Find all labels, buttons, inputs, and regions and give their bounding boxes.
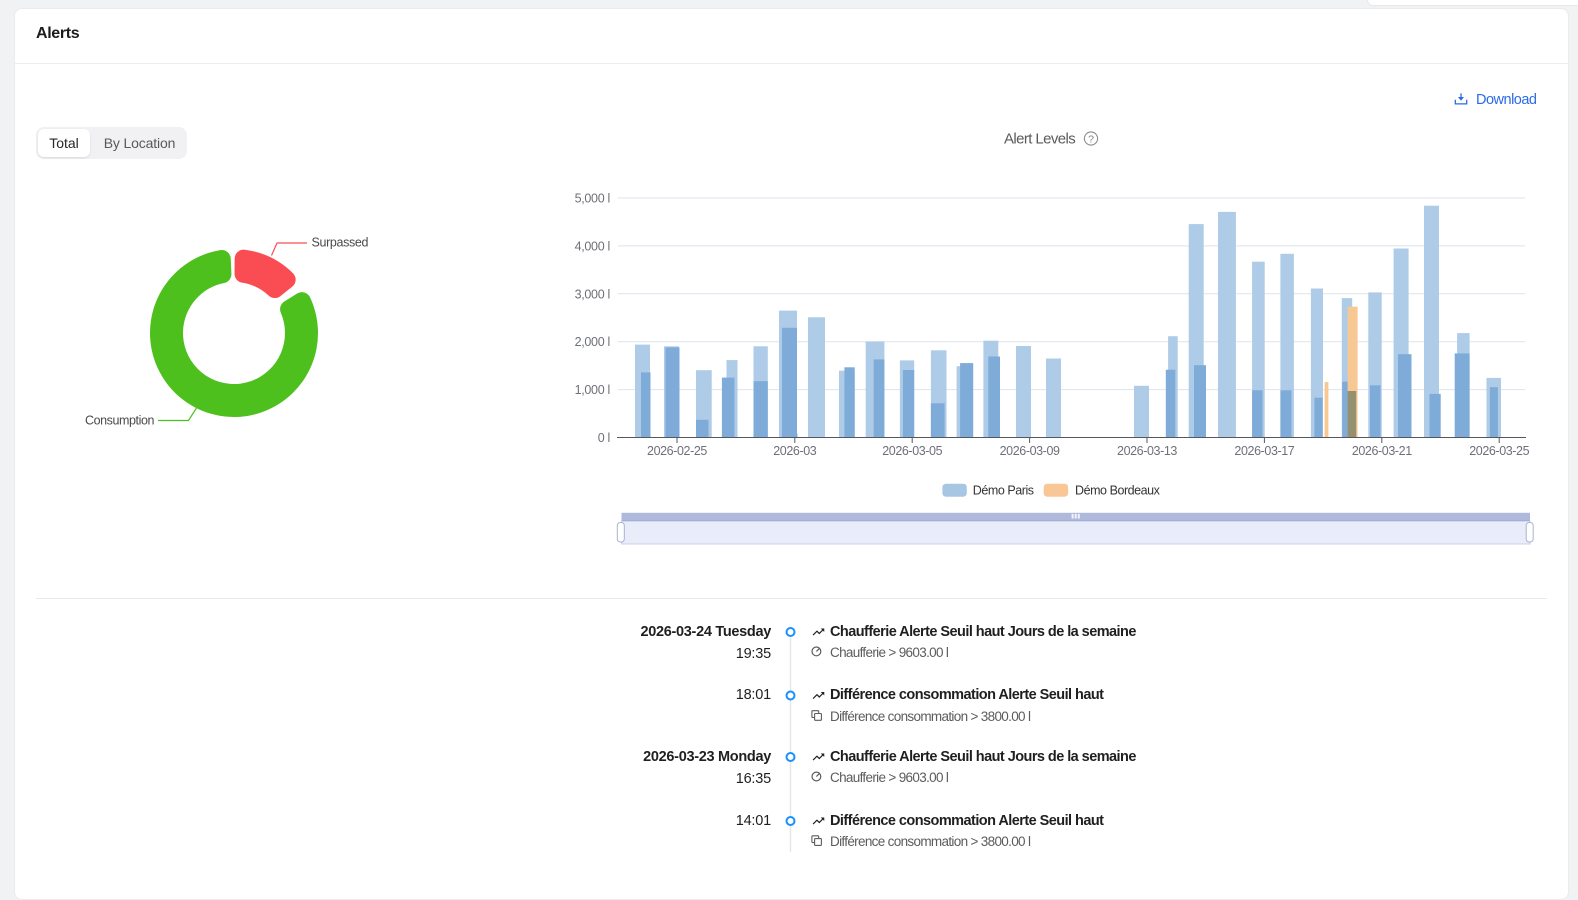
svg-text:?: ? — [1088, 134, 1094, 146]
svg-text:2026-02-25: 2026-02-25 — [647, 444, 707, 458]
svg-text:3,000 l: 3,000 l — [575, 287, 610, 301]
svg-text:Consumption: Consumption — [85, 414, 154, 428]
svg-text:2026-03-25: 2026-03-25 — [1469, 444, 1529, 458]
svg-text:Surpassed: Surpassed — [312, 236, 369, 250]
svg-text:2026-03-17: 2026-03-17 — [1234, 444, 1294, 458]
svg-text:Démo Bordeaux: Démo Bordeaux — [1075, 484, 1161, 498]
svg-text:2026-03: 2026-03 — [773, 444, 817, 458]
svg-text:2026-03-13: 2026-03-13 — [1117, 444, 1177, 458]
svg-text:2026-03-05: 2026-03-05 — [882, 444, 942, 458]
svg-text:4,000 l: 4,000 l — [575, 239, 610, 253]
svg-text:2026-03-09: 2026-03-09 — [1000, 444, 1060, 458]
svg-text:Démo Paris: Démo Paris — [973, 484, 1034, 498]
svg-text:2,000 l: 2,000 l — [575, 335, 610, 349]
svg-text:2026-03-21: 2026-03-21 — [1352, 444, 1412, 458]
svg-text:5,000 l: 5,000 l — [575, 192, 610, 206]
svg-text:0 l: 0 l — [598, 431, 610, 445]
svg-text:Alert Levels: Alert Levels — [1004, 131, 1075, 148]
svg-text:1,000 l: 1,000 l — [575, 383, 610, 397]
